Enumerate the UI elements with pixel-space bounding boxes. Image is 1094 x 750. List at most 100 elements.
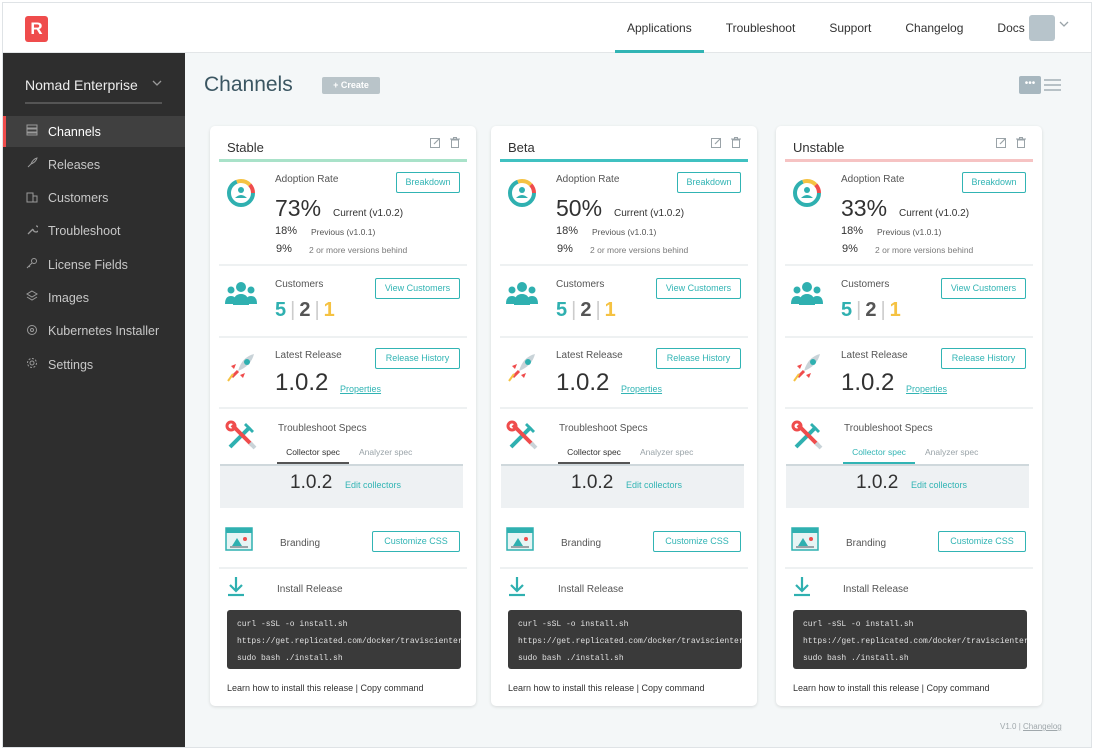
trash-icon[interactable] bbox=[731, 137, 741, 151]
previous-version: (v1.0.1) bbox=[627, 227, 657, 237]
learn-install-link[interactable]: Learn how to install this release bbox=[227, 683, 354, 693]
edit-icon[interactable] bbox=[995, 137, 1010, 151]
install-command-box[interactable]: curl -sSL -o install.sh https://get.repl… bbox=[227, 610, 461, 669]
edit-icon[interactable] bbox=[710, 137, 725, 151]
learn-install-link[interactable]: Learn how to install this release bbox=[793, 683, 920, 693]
create-channel-button[interactable]: + Create bbox=[322, 77, 380, 94]
nav-changelog[interactable]: Changelog bbox=[905, 21, 964, 35]
breakdown-button[interactable]: Breakdown bbox=[677, 172, 741, 193]
sidebar-item-kubernetes-installer[interactable]: Kubernetes Installer bbox=[3, 316, 185, 347]
learn-install-link[interactable]: Learn how to install this release bbox=[508, 683, 635, 693]
code-line: https://get.replicated.com/docker/travis… bbox=[237, 637, 461, 646]
chevron-down-icon[interactable] bbox=[152, 79, 162, 90]
divider bbox=[219, 407, 467, 409]
tab-analyzer-spec[interactable]: Analyzer spec bbox=[925, 447, 979, 457]
install-command-box[interactable]: curl -sSL -o install.sh https://get.repl… bbox=[508, 610, 742, 669]
channel-card-unstable: Unstable Adoption Rate Breakdown 33% Cur… bbox=[776, 126, 1042, 706]
sidebar-item-license-fields[interactable]: License Fields bbox=[3, 249, 185, 280]
latest-release-label: Latest Release bbox=[556, 350, 623, 361]
divider bbox=[500, 407, 748, 409]
sidebar-item-customers[interactable]: Customers bbox=[3, 183, 185, 214]
breakdown-button[interactable]: Breakdown bbox=[396, 172, 460, 193]
code-line: curl -sSL -o install.sh bbox=[803, 620, 914, 629]
customize-css-button[interactable]: Customize CSS bbox=[372, 531, 460, 552]
count-separator: | bbox=[571, 299, 577, 321]
edit-collectors-link[interactable]: Edit collectors bbox=[345, 480, 402, 490]
chevron-down-icon[interactable] bbox=[1059, 20, 1069, 31]
spec-version: 1.0.2 bbox=[856, 472, 899, 493]
divider bbox=[219, 336, 467, 338]
divider bbox=[785, 567, 1033, 569]
sidebar: Nomad Enterprise Channels Releases bbox=[3, 53, 185, 747]
changelog-link[interactable]: Changelog bbox=[1023, 722, 1062, 731]
sidebar-item-channels[interactable]: Channels bbox=[3, 116, 185, 147]
view-customers-button[interactable]: View Customers bbox=[375, 278, 460, 299]
previous-pct: 18% bbox=[275, 225, 298, 237]
install-command-box[interactable]: curl -sSL -o install.sh https://get.repl… bbox=[793, 610, 1027, 669]
view-customers-button[interactable]: View Customers bbox=[656, 278, 741, 299]
card-footer: Learn how to install this release | Copy… bbox=[508, 683, 704, 693]
previous-pct: 18% bbox=[556, 225, 579, 237]
release-history-button[interactable]: Release History bbox=[375, 348, 460, 369]
tab-collector-spec[interactable]: Collector spec bbox=[558, 444, 630, 464]
sidebar-item-images[interactable]: Images bbox=[3, 282, 185, 313]
copy-command-link[interactable]: Copy command bbox=[360, 683, 424, 693]
nav-troubleshoot[interactable]: Troubleshoot bbox=[725, 21, 796, 35]
nav-applications[interactable]: Applications bbox=[615, 3, 704, 53]
trash-icon[interactable] bbox=[1016, 137, 1026, 151]
customers-behind-count: 1 bbox=[323, 299, 335, 321]
sidebar-item-label: Customers bbox=[48, 191, 109, 206]
branding-label: Branding bbox=[561, 538, 602, 549]
view-customers-button[interactable]: View Customers bbox=[941, 278, 1026, 299]
replicated-logo[interactable]: R bbox=[25, 16, 48, 42]
install-release-label: Install Release bbox=[277, 584, 343, 595]
edit-collectors-link[interactable]: Edit collectors bbox=[911, 480, 968, 490]
breakdown-button[interactable]: Breakdown bbox=[962, 172, 1026, 193]
sidebar-item-releases[interactable]: Releases bbox=[3, 149, 185, 180]
latest-release-label: Latest Release bbox=[275, 350, 342, 361]
tab-analyzer-spec[interactable]: Analyzer spec bbox=[359, 447, 413, 457]
tab-collector-spec[interactable]: Collector spec bbox=[277, 444, 349, 464]
customers-icon bbox=[790, 279, 824, 313]
copy-command-link[interactable]: Copy command bbox=[926, 683, 990, 693]
count-separator: | bbox=[880, 299, 886, 321]
customize-css-button[interactable]: Customize CSS bbox=[653, 531, 741, 552]
app-selector[interactable]: Nomad Enterprise bbox=[25, 77, 138, 93]
adoption-current-pct: 73% bbox=[275, 195, 322, 221]
copy-command-link[interactable]: Copy command bbox=[641, 683, 705, 693]
download-icon bbox=[505, 574, 539, 608]
rocket-icon bbox=[23, 157, 40, 172]
customers-behind-count: 1 bbox=[604, 299, 616, 321]
edit-collectors-link[interactable]: Edit collectors bbox=[626, 480, 683, 490]
edit-icon[interactable] bbox=[429, 137, 444, 151]
tools-icon bbox=[790, 419, 824, 453]
branding-icon bbox=[224, 526, 258, 560]
previous-pct: 18% bbox=[841, 225, 864, 237]
spec-version: 1.0.2 bbox=[290, 472, 333, 493]
tab-collector-spec[interactable]: Collector spec bbox=[843, 444, 915, 464]
count-separator: | bbox=[290, 299, 296, 321]
customers-label: Customers bbox=[556, 279, 605, 290]
footer-separator: | bbox=[921, 683, 924, 693]
current-version: (v1.0.2) bbox=[650, 208, 685, 219]
customize-css-button[interactable]: Customize CSS bbox=[938, 531, 1026, 552]
nav-support[interactable]: Support bbox=[829, 21, 872, 35]
layers-icon bbox=[23, 290, 40, 305]
release-history-button[interactable]: Release History bbox=[656, 348, 741, 369]
sidebar-item-troubleshoot[interactable]: Troubleshoot bbox=[3, 216, 185, 247]
sidebar-item-settings[interactable]: Settings bbox=[3, 349, 185, 380]
avatar[interactable] bbox=[1029, 15, 1055, 41]
properties-link[interactable]: Properties bbox=[621, 384, 663, 394]
list-view-icon[interactable] bbox=[1044, 79, 1061, 91]
properties-link[interactable]: Properties bbox=[340, 384, 382, 394]
trash-icon[interactable] bbox=[450, 137, 460, 151]
latest-release-version: 1.0.2 bbox=[841, 369, 895, 396]
footer-separator: | bbox=[355, 683, 358, 693]
card-view-icon[interactable]: ••• bbox=[1019, 76, 1041, 94]
code-line: curl -sSL -o install.sh bbox=[237, 620, 348, 629]
release-history-button[interactable]: Release History bbox=[941, 348, 1026, 369]
nav-docs[interactable]: Docs bbox=[997, 21, 1025, 35]
properties-link[interactable]: Properties bbox=[906, 384, 948, 394]
tab-analyzer-spec[interactable]: Analyzer spec bbox=[640, 447, 694, 457]
divider bbox=[785, 336, 1033, 338]
